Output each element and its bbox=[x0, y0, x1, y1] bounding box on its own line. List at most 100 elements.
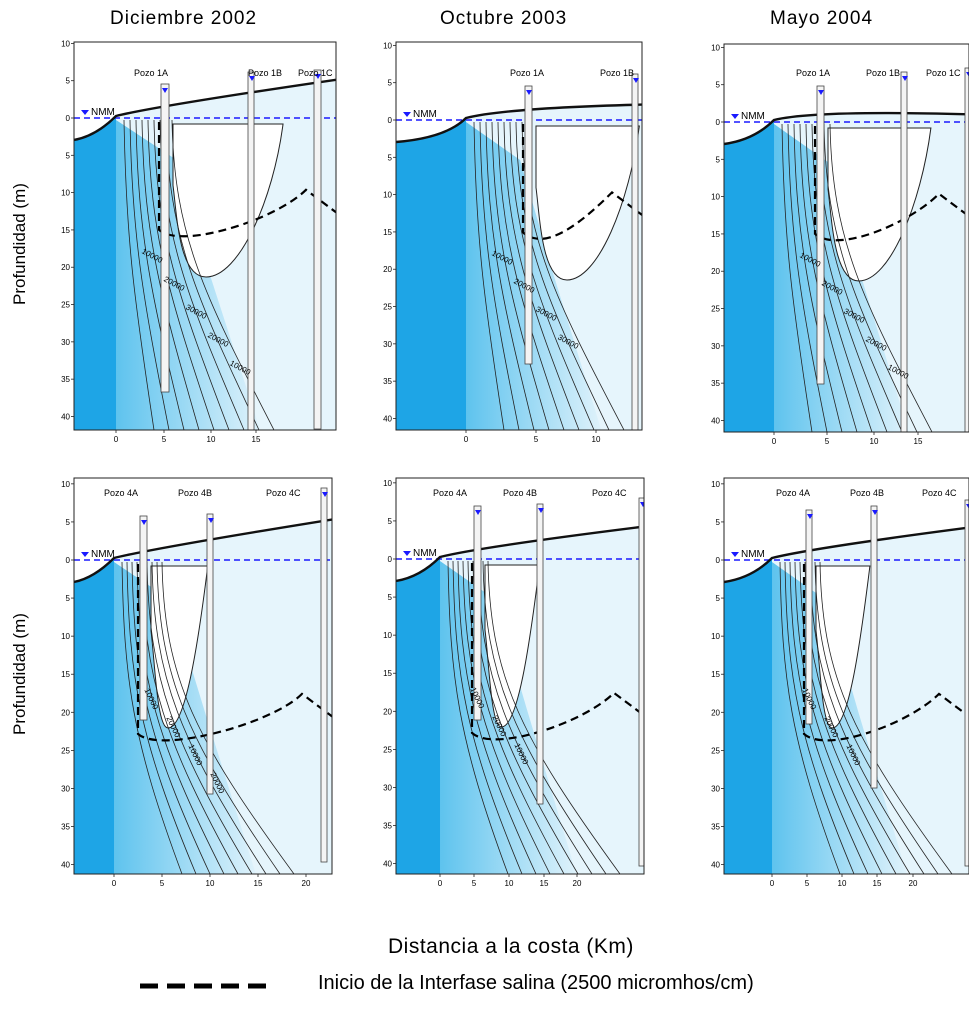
well-label: Pozo 4A bbox=[433, 488, 467, 498]
well-label: Pozo 4B bbox=[503, 488, 537, 498]
y-tick-label: 25 bbox=[61, 301, 70, 310]
y-tick-label: 5 bbox=[388, 79, 393, 88]
ground-surface-line bbox=[74, 518, 332, 584]
y-tick-label: 20 bbox=[383, 707, 392, 716]
contour-line bbox=[491, 121, 550, 430]
y-tick-label: 5 bbox=[66, 518, 71, 527]
y-tick-label: 35 bbox=[61, 823, 70, 832]
y-tick-label: 10 bbox=[383, 41, 392, 50]
y-tick-label: 40 bbox=[61, 861, 70, 870]
y-tick-label: 40 bbox=[61, 412, 70, 421]
x-tick-label: 5 bbox=[805, 879, 810, 888]
salt-interface-line bbox=[521, 124, 642, 240]
water-level-marker bbox=[538, 508, 544, 513]
y-tick-label: 0 bbox=[388, 116, 393, 125]
salt-interface-line bbox=[813, 126, 969, 242]
fresh-water-lens bbox=[150, 565, 209, 729]
air-zone bbox=[396, 478, 644, 581]
contour-line bbox=[784, 561, 855, 874]
sea-level-icon bbox=[731, 552, 739, 557]
y-axis-label-top: Profundidad (m) bbox=[10, 183, 29, 305]
y-tick-label: 10 bbox=[61, 632, 70, 641]
y-tick-label: 15 bbox=[61, 670, 70, 679]
water-level-marker bbox=[633, 78, 639, 83]
y-tick-label: 35 bbox=[383, 822, 392, 831]
y-tick-label: 5 bbox=[66, 151, 71, 160]
y-tick-label: 40 bbox=[383, 860, 392, 869]
x-tick-label: 5 bbox=[825, 437, 830, 446]
y-tick-label: 0 bbox=[388, 555, 393, 564]
x-tick-label: 5 bbox=[472, 879, 477, 888]
well-label: Pozo 4A bbox=[776, 488, 810, 498]
well-label: Pozo 1B bbox=[866, 68, 900, 78]
sea-level-label: NMM bbox=[91, 107, 115, 118]
contour-line bbox=[487, 560, 621, 874]
water-level-marker bbox=[818, 90, 824, 95]
contour-line bbox=[131, 561, 211, 874]
y-tick-label: 35 bbox=[711, 823, 720, 832]
water-level-marker bbox=[640, 502, 644, 507]
well-pipe bbox=[805, 509, 813, 725]
y-tick-label: 5 bbox=[388, 153, 393, 162]
panel-frame bbox=[395, 41, 643, 431]
mixing-zone bbox=[116, 120, 261, 430]
x-tick-label: 5 bbox=[162, 435, 167, 444]
contour-line bbox=[153, 119, 230, 430]
contour-line bbox=[787, 123, 828, 432]
y-tick-label: 5 bbox=[716, 155, 721, 164]
water-level-marker bbox=[807, 514, 813, 519]
panel-frame bbox=[723, 477, 969, 875]
x-tick-label: 5 bbox=[534, 435, 539, 444]
ground-surface-line bbox=[396, 525, 644, 583]
y-tick-label: 25 bbox=[383, 745, 392, 754]
y-tick-label: 10 bbox=[61, 189, 70, 198]
legend-text: Inicio de la Interfase salina (2500 micr… bbox=[318, 972, 754, 994]
contour-line bbox=[799, 561, 897, 874]
y-tick-label: 40 bbox=[711, 416, 720, 425]
y-tick-label: 5 bbox=[388, 593, 393, 602]
contour-line bbox=[819, 561, 953, 874]
water-level-marker bbox=[966, 72, 969, 77]
fresh-water-lens bbox=[535, 125, 640, 281]
y-tick-label: 20 bbox=[711, 267, 720, 276]
y-tick-label: 40 bbox=[383, 414, 392, 423]
contour-line bbox=[515, 121, 610, 430]
y-tick-label: 40 bbox=[711, 861, 720, 870]
panel-frame bbox=[395, 477, 645, 875]
sea-level-label: NMM bbox=[91, 549, 115, 560]
x-tick-label: 10 bbox=[592, 435, 601, 444]
sea-level-icon bbox=[403, 551, 411, 556]
panel-frame bbox=[723, 43, 969, 433]
x-tick-label: 15 bbox=[254, 879, 263, 888]
contour-line bbox=[123, 119, 155, 430]
y-tick-label: 10 bbox=[711, 480, 720, 489]
y-tick-label: 5 bbox=[388, 517, 393, 526]
ground-surface-line bbox=[724, 526, 969, 584]
well-pipe bbox=[524, 85, 533, 365]
y-tick-label: 5 bbox=[716, 594, 721, 603]
x-tick-label: 10 bbox=[505, 879, 514, 888]
y-tick-label: 0 bbox=[716, 118, 721, 127]
contour-line bbox=[793, 123, 843, 432]
legend: Inicio de la Interfase salina (2500 micr… bbox=[138, 970, 958, 1004]
y-tick-label: 20 bbox=[61, 708, 70, 717]
contour-line bbox=[794, 561, 883, 874]
water-level-marker bbox=[208, 518, 214, 523]
y-tick-label: 30 bbox=[711, 784, 720, 793]
x-tick-label: 0 bbox=[464, 435, 469, 444]
y-tick-label: 10 bbox=[383, 631, 392, 640]
water-level-marker bbox=[322, 492, 328, 497]
y-tick-label: 10 bbox=[711, 193, 720, 202]
contour-line bbox=[473, 121, 505, 430]
water-level-marker bbox=[475, 510, 481, 515]
x-tick-label: 0 bbox=[770, 879, 775, 888]
well-pipe bbox=[964, 499, 969, 867]
well-pipe bbox=[247, 71, 255, 430]
x-tick-label: 0 bbox=[112, 879, 117, 888]
air-zone bbox=[74, 42, 336, 140]
